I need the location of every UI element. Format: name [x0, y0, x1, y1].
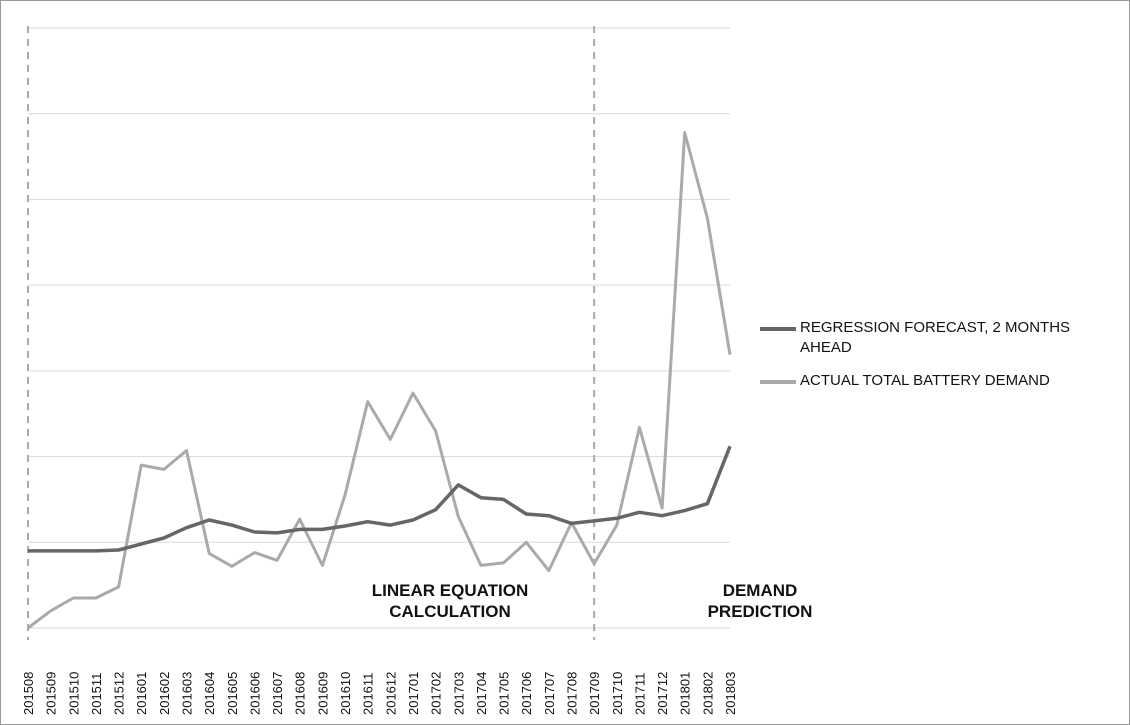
annotation-linear-equation: LINEAR EQUATION CALCULATION — [371, 581, 529, 621]
x-tick-label-201711: 201711 — [632, 673, 647, 715]
legend-swatch-actual — [760, 380, 796, 384]
annotation-demand-prediction: DEMAND PREDICTION — [707, 581, 813, 621]
x-tick-label-201612: 201612 — [383, 672, 398, 715]
x-tick-label-201607: 201607 — [270, 672, 285, 715]
x-tick-label-201606: 201606 — [247, 672, 262, 715]
x-tick-label-201710: 201710 — [610, 672, 625, 715]
x-tick-label-201702: 201702 — [429, 672, 444, 715]
legend: REGRESSION FORECAST, 2 MONTHS AHEAD ACTU… — [760, 318, 1120, 404]
gridlines — [28, 27, 730, 629]
x-tick-label-201802: 201802 — [700, 672, 715, 715]
x-tick-label-201510: 201510 — [66, 672, 81, 715]
series-line-regression-forecast — [28, 445, 732, 553]
x-tick-label-201604: 201604 — [202, 672, 217, 715]
legend-swatch-regression — [760, 327, 796, 331]
legend-label-regression: REGRESSION FORECAST, 2 MONTHS AHEAD — [800, 319, 1071, 356]
x-tick-label-201712: 201712 — [655, 672, 670, 715]
x-tick-label-201602: 201602 — [157, 672, 172, 715]
legend-item-actual: ACTUAL TOTAL BATTERY DEMAND — [760, 371, 1120, 391]
x-tick-label-201706: 201706 — [519, 672, 534, 715]
x-tick-label-201509: 201509 — [44, 672, 59, 715]
x-tick-label-201708: 201708 — [564, 672, 579, 715]
x-tick-label-201608: 201608 — [293, 672, 308, 715]
legend-item-regression: REGRESSION FORECAST, 2 MONTHS AHEAD — [760, 318, 1120, 358]
x-tick-label-201803: 201803 — [723, 672, 738, 715]
x-tick-label-201704: 201704 — [474, 672, 489, 715]
x-tick-label-201707: 201707 — [542, 672, 557, 715]
x-tick-label-201611: 201611 — [361, 673, 376, 715]
x-axis-tick-labels: 201508 201509 201510 201511 201512 201601 2016… — [21, 672, 738, 715]
x-tick-label-201511: 201511 — [89, 673, 104, 715]
x-tick-label-201709: 201709 — [587, 672, 602, 715]
x-tick-label-201601: 201601 — [134, 672, 149, 715]
x-tick-label-201512: 201512 — [112, 672, 127, 715]
x-tick-label-201605: 201605 — [225, 672, 240, 715]
legend-label-actual: ACTUAL TOTAL BATTERY DEMAND — [800, 372, 1050, 389]
x-tick-label-201609: 201609 — [315, 672, 330, 715]
x-tick-label-201610: 201610 — [338, 672, 353, 715]
x-tick-label-201603: 201603 — [180, 672, 195, 715]
x-tick-label-201508: 201508 — [21, 672, 36, 715]
x-tick-label-201703: 201703 — [451, 672, 466, 715]
x-tick-label-201801: 201801 — [678, 672, 693, 715]
x-tick-label-201701: 201701 — [406, 672, 421, 715]
series-line-actual-demand — [27, 131, 732, 630]
data-series — [27, 131, 732, 630]
section-dividers — [27, 26, 596, 640]
x-tick-label-201705: 201705 — [497, 672, 512, 715]
